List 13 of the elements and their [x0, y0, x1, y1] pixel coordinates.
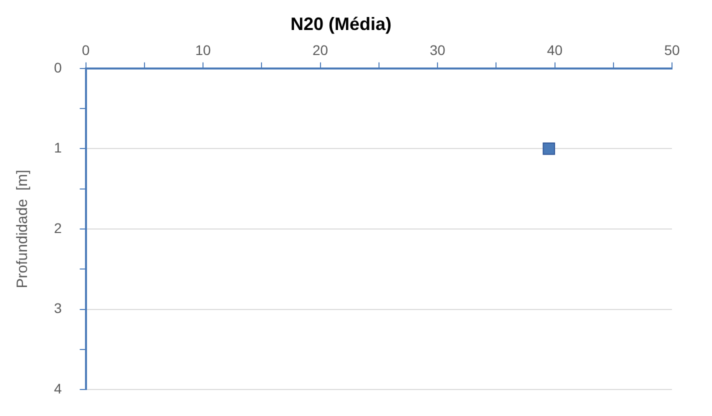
y-tick-label: 4 [54, 380, 62, 396]
x-tick-label: 10 [195, 42, 212, 58]
y-tick-label: 3 [54, 300, 62, 316]
y-tick-label: 2 [54, 220, 62, 236]
x-tick-label: 20 [312, 42, 328, 58]
x-tick-label: 50 [664, 42, 680, 58]
x-tick-label: 40 [546, 42, 563, 58]
x-tick-label: 0 [82, 42, 90, 58]
y-axis-title: Profundidade [m] [14, 170, 32, 288]
y-tick-label: 0 [54, 59, 62, 76]
y-tick-label: 1 [54, 140, 62, 156]
x-tick-label: 30 [430, 42, 446, 58]
chart-title: N20 (Média) [290, 14, 392, 34]
